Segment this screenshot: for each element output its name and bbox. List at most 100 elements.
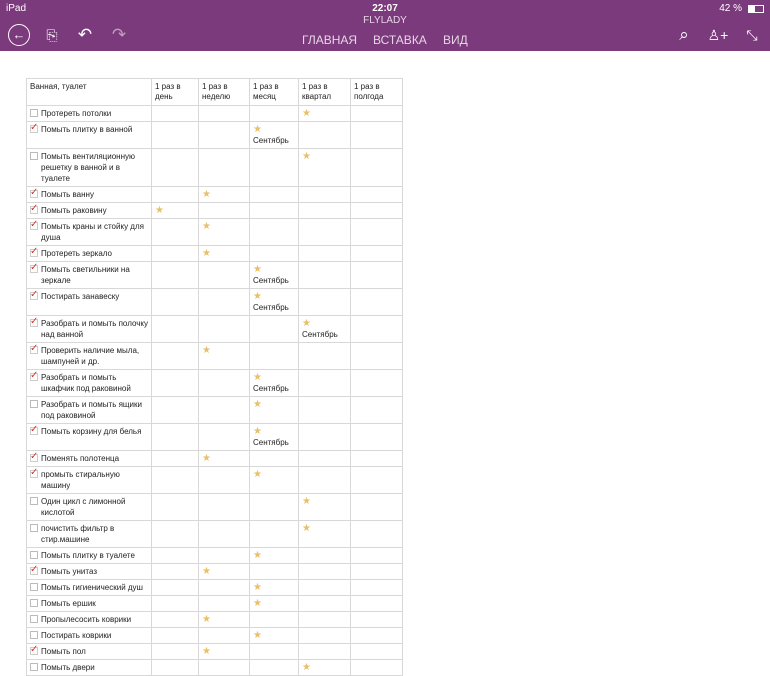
frequency-cell: ★	[198, 450, 250, 467]
task-checkbox[interactable]	[30, 451, 38, 462]
redo-icon[interactable]: ↷	[111, 25, 127, 44]
frequency-cell	[298, 342, 351, 370]
table-row: Помыть краны и стойку для душа ★	[26, 218, 403, 246]
task-checkbox[interactable]	[30, 343, 38, 354]
frequency-cell	[198, 148, 250, 187]
frequency-cell	[151, 563, 199, 580]
task-label: Проверить наличие мыла, шампуней и др.	[41, 346, 140, 366]
task-cell: Помыть плитку в туалете	[26, 547, 152, 564]
task-cell: Помыть краны и стойку для душа	[26, 218, 152, 246]
task-checkbox[interactable]	[30, 551, 38, 559]
task-checkbox[interactable]	[30, 246, 38, 257]
frequency-cell	[198, 547, 250, 564]
task-checkbox[interactable]	[30, 663, 38, 671]
frequency-cell: ★	[298, 659, 351, 676]
task-checkbox[interactable]	[30, 152, 38, 160]
task-checkbox[interactable]	[30, 262, 38, 273]
task-checkbox[interactable]	[30, 615, 38, 623]
back-icon[interactable]: ←	[8, 24, 30, 46]
frequency-cell	[298, 450, 351, 467]
add-user-icon[interactable]: ♙+	[707, 27, 729, 43]
tab-view[interactable]: ВИД	[443, 33, 468, 47]
table-row: Постирать занавеску ★ Сентябрь	[26, 288, 403, 316]
frequency-cell	[249, 186, 299, 203]
frequency-cell	[350, 595, 403, 612]
task-checkbox[interactable]	[30, 644, 38, 655]
frequency-cell	[298, 261, 351, 289]
frequency-cell	[298, 611, 351, 628]
frequency-cell: ★	[151, 202, 199, 219]
task-cell: Помыть раковину	[26, 202, 152, 219]
task-checkbox[interactable]	[30, 109, 38, 117]
frequency-cell: ★	[298, 148, 351, 187]
frequency-cell	[198, 659, 250, 676]
task-checkbox[interactable]	[30, 599, 38, 607]
frequency-cell	[249, 563, 299, 580]
task-checkbox[interactable]	[30, 400, 38, 408]
star-icon: ★	[202, 453, 211, 464]
task-checkbox[interactable]	[30, 316, 38, 327]
task-checkbox[interactable]	[30, 122, 38, 133]
task-label: Один цикл с лимонной кислотой	[41, 497, 126, 517]
frequency-cell	[198, 121, 250, 149]
frequency-cell	[249, 450, 299, 467]
star-icon: ★	[202, 189, 211, 200]
task-checkbox[interactable]	[30, 583, 38, 591]
task-cell: Помыть пол	[26, 643, 152, 660]
star-icon: ★	[302, 108, 311, 119]
task-label: Помыть плитку в туалете	[41, 551, 135, 560]
frequency-cell	[151, 466, 199, 494]
frequency-cell	[198, 315, 250, 343]
frequency-cell	[298, 563, 351, 580]
frequency-cell	[198, 627, 250, 644]
star-icon: ★	[253, 372, 262, 383]
task-checkbox[interactable]	[30, 289, 38, 300]
tab-home[interactable]: ГЛАВНАЯ	[302, 33, 358, 47]
task-checkbox[interactable]	[30, 497, 38, 505]
frequency-cell	[151, 218, 199, 246]
frequency-cell	[350, 493, 403, 521]
task-checkbox[interactable]	[30, 219, 38, 230]
star-icon: ★	[202, 614, 211, 625]
task-checkbox[interactable]	[30, 187, 38, 198]
task-checkbox[interactable]	[30, 631, 38, 639]
star-icon: ★	[253, 399, 262, 410]
task-label: Пропылесосить коврики	[41, 615, 132, 624]
star-icon: ★	[202, 646, 211, 657]
frequency-cell	[198, 202, 250, 219]
task-checkbox[interactable]	[30, 203, 38, 214]
collapse-icon[interactable]: ⤡	[746, 27, 758, 43]
header-halfyear: 1 раз в полгода	[350, 78, 403, 106]
frequency-cell	[249, 148, 299, 187]
frequency-cell: ★	[298, 493, 351, 521]
task-checkbox[interactable]	[30, 564, 38, 575]
frequency-cell	[298, 288, 351, 316]
frequency-cell: ★ Сентябрь	[249, 288, 299, 316]
task-checkbox[interactable]	[30, 370, 38, 381]
frequency-cell	[151, 396, 199, 424]
task-checkbox[interactable]	[30, 424, 38, 435]
frequency-cell	[350, 579, 403, 596]
frequency-cell	[350, 450, 403, 467]
month-note: Сентябрь	[302, 330, 338, 339]
frequency-cell	[198, 579, 250, 596]
star-icon: ★	[253, 630, 262, 641]
task-checkbox[interactable]	[30, 467, 38, 478]
table-row: Протереть зеркало ★	[26, 245, 403, 262]
table-row: Помыть ершик ★	[26, 595, 403, 612]
frequency-cell	[151, 595, 199, 612]
task-cell: Помыть ванну	[26, 186, 152, 203]
document-sync-icon[interactable]: ⎘	[46, 27, 58, 43]
table-row: Помыть корзину для белья ★ Сентябрь	[26, 423, 403, 451]
frequency-cell	[298, 245, 351, 262]
frequency-cell	[249, 342, 299, 370]
search-icon[interactable]: ⌕	[679, 25, 689, 44]
tab-insert[interactable]: ВСТАВКА	[373, 33, 427, 47]
undo-icon[interactable]: ↶	[77, 25, 93, 44]
frequency-cell	[151, 369, 199, 397]
frequency-cell	[249, 659, 299, 676]
frequency-cell	[151, 342, 199, 370]
frequency-cell: ★	[198, 186, 250, 203]
task-label: Помыть плитку в ванной	[41, 125, 133, 134]
task-checkbox[interactable]	[30, 524, 38, 532]
